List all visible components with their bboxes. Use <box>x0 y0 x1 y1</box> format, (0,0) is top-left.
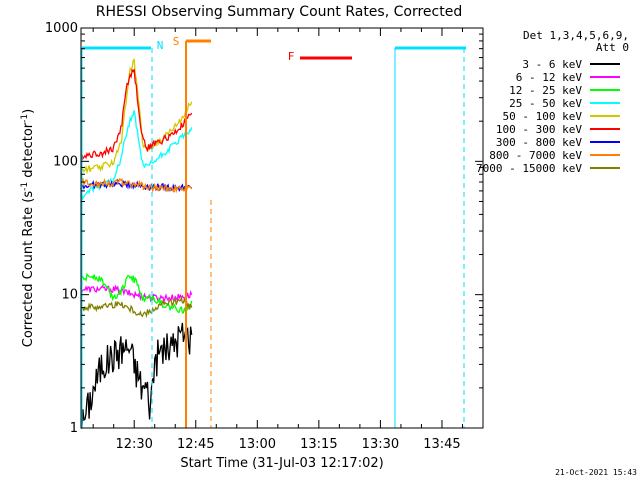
night-marker-label: N <box>157 39 164 52</box>
series-line-2 <box>80 272 193 314</box>
y-tick-label-2: 100 <box>53 154 78 169</box>
y-tick-label-1: 10 <box>61 288 78 303</box>
plot-frame <box>80 27 484 429</box>
y-axis: 1 10 100 1000 <box>45 21 483 436</box>
legend-label-2: 12 - 25 keV <box>509 84 582 97</box>
chart-title: RHESSI Observing Summary Count Rates, Co… <box>96 4 462 20</box>
x-tick-label-3: 13:15 <box>300 437 337 452</box>
series-line-6 <box>80 178 193 192</box>
y-tick-label-0: 1 <box>70 421 78 436</box>
x-tick-label-0: 12:30 <box>115 437 152 452</box>
y-axis-label-main: Corrected Count Rate (s <box>21 191 36 348</box>
series-line-7 <box>80 177 193 194</box>
data-traces <box>80 58 193 429</box>
series-line-1 <box>80 284 193 304</box>
saa-marker-label: S <box>173 35 180 48</box>
legend-label-0: 3 - 6 keV <box>522 58 582 71</box>
legend-label-5: 100 - 300 keV <box>496 123 582 136</box>
series-line-4 <box>80 58 193 175</box>
legend-label-8: 7000 - 15000 keV <box>476 162 582 175</box>
y-axis-label-end: ) <box>21 109 36 114</box>
legend-label-7: 800 - 7000 keV <box>489 149 582 162</box>
x-tick-label-1: 12:45 <box>177 437 214 452</box>
legend-label-3: 25 - 50 keV <box>509 97 582 110</box>
footer-date: 21-Oct-2021 15:43 <box>555 468 637 477</box>
legend-label-6: 300 - 800 keV <box>496 136 582 149</box>
y-axis-label-sup2: -1 <box>20 114 30 123</box>
x-tick-label-4: 13:30 <box>362 437 399 452</box>
y-axis-label: Corrected Count Rate (s-1 detector-1) <box>20 109 36 347</box>
flare-marker-label: F <box>288 50 295 63</box>
legend-label-4: 50 - 100 keV <box>503 110 583 123</box>
x-axis-label: Start Time (31-Jul-03 12:17:02) <box>180 456 383 471</box>
x-tick-label-5: 13:45 <box>423 437 460 452</box>
legend-header-line2: Att 0 <box>596 41 629 54</box>
y-tick-label-3: 1000 <box>45 21 78 36</box>
x-axis: 12:30 12:45 13:00 13:15 13:30 13:45 <box>92 28 463 452</box>
y-axis-label-mid: detector <box>21 122 36 182</box>
legend-label-1: 6 - 12 keV <box>516 71 583 84</box>
series-line-8 <box>80 295 193 319</box>
x-tick-label-2: 13:00 <box>239 437 276 452</box>
legend-header-line1: Det 1,3,4,5,6,9, <box>523 29 629 42</box>
y-axis-label-sup1: -1 <box>20 182 30 191</box>
series-line-0 <box>80 322 193 429</box>
series-line-5 <box>80 68 193 161</box>
